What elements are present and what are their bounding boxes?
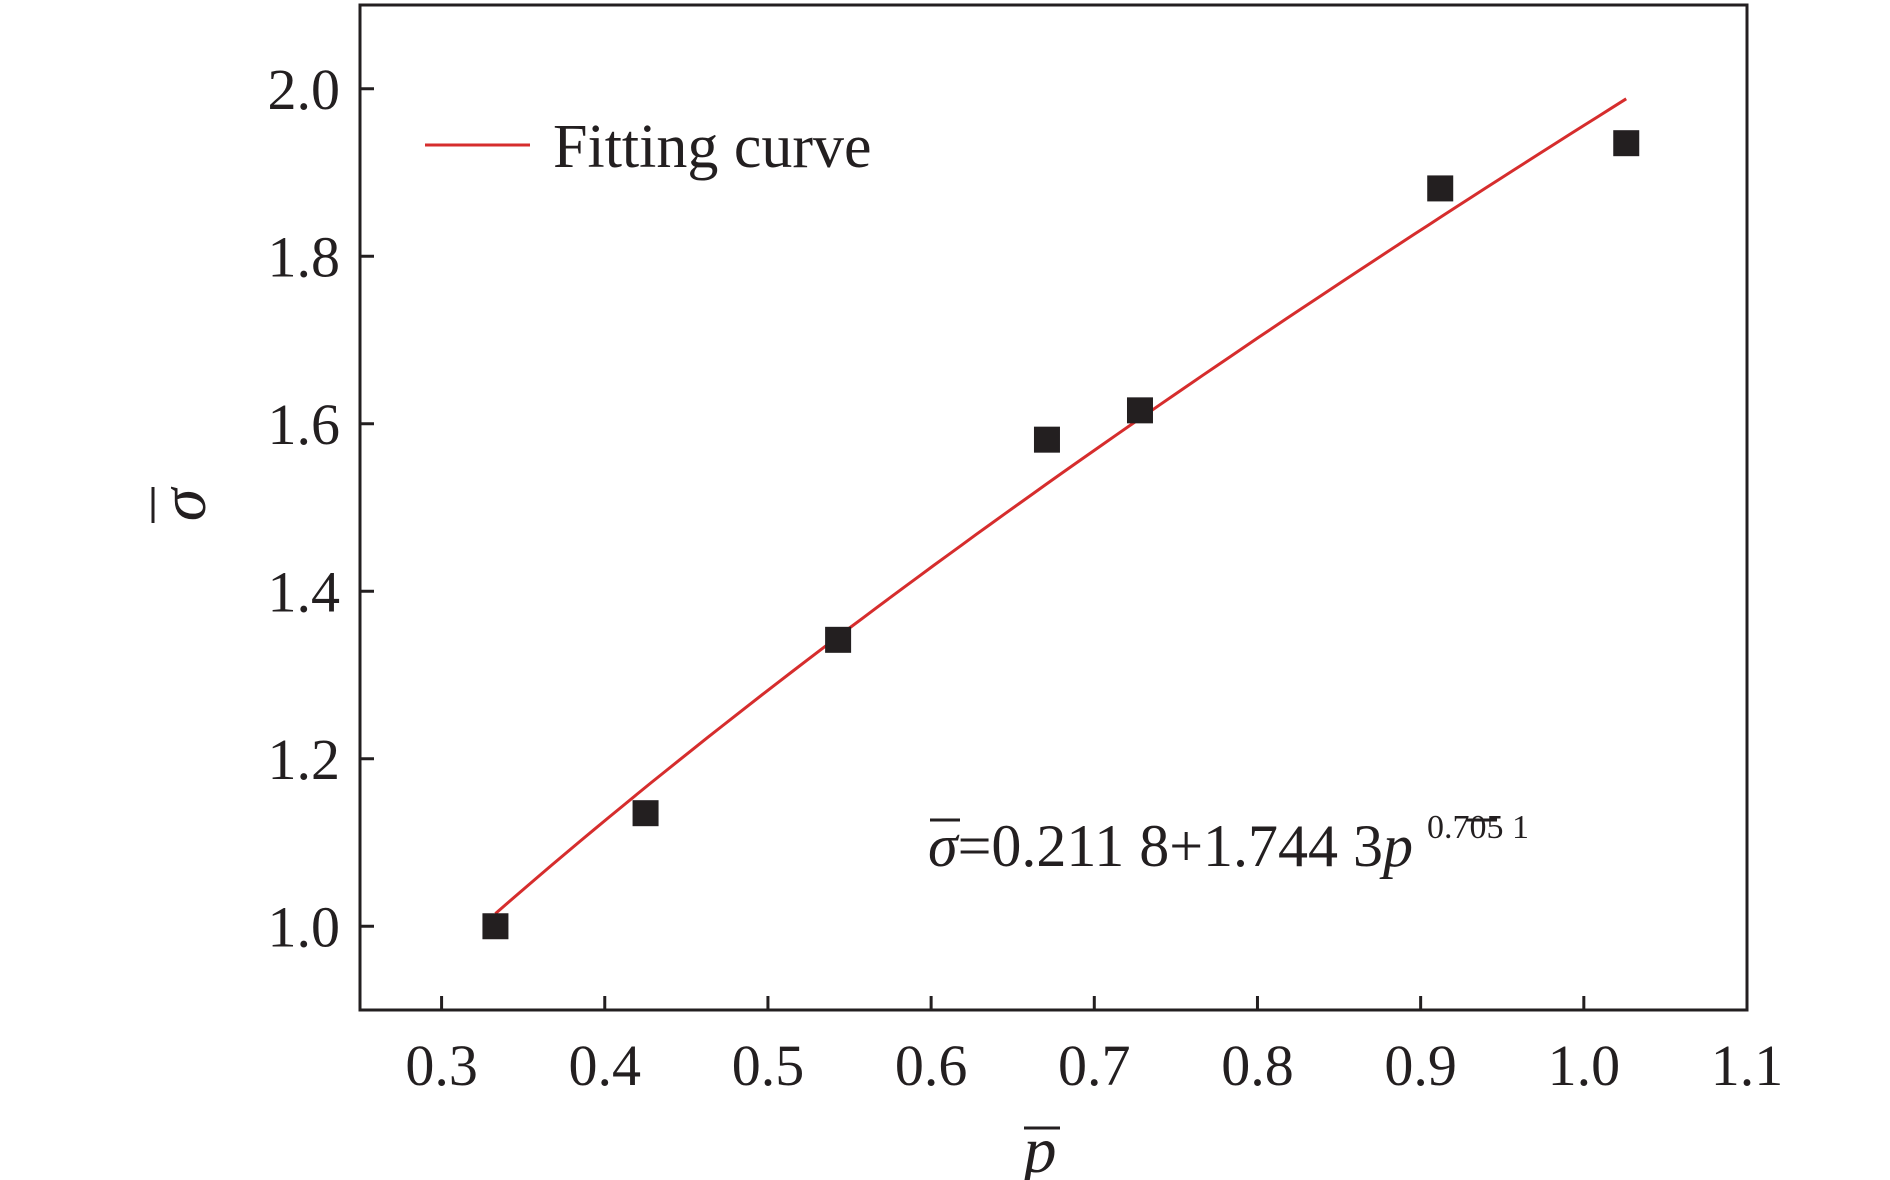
data-point [1033, 426, 1060, 453]
legend: Fitting curve [425, 113, 872, 181]
eq-exponent: 0.705 1 [1427, 809, 1529, 846]
y-tick-label: 1.4 [268, 559, 341, 624]
x-axis-title-text: p [1020, 1114, 1057, 1180]
data-point [1427, 175, 1454, 202]
eq-lhs: σ [928, 813, 960, 879]
data-point [1126, 397, 1153, 424]
fit-equation: σ=0.211 8+1.744 3p 0.705 1 [928, 809, 1529, 879]
data-point [632, 800, 659, 827]
y-tick-label: 1.2 [268, 727, 341, 792]
x-tick-label: 0.4 [569, 1033, 642, 1098]
x-tick-label: 1.0 [1548, 1033, 1621, 1098]
y-tick-label: 1.8 [268, 224, 341, 289]
x-tick-label: 0.3 [405, 1033, 478, 1098]
x-axis-ticks: 0.3 0.4 0.5 0.6 0.7 0.8 0.9 1.0 1.1 [405, 996, 1783, 1098]
y-tick-label: 1.6 [268, 392, 341, 457]
x-tick-label: 0.5 [732, 1033, 805, 1098]
x-tick-label: 1.1 [1711, 1033, 1784, 1098]
data-point [482, 913, 509, 940]
eq-variable: p [1379, 813, 1413, 879]
x-tick-label: 0.6 [895, 1033, 968, 1098]
plot-frame [358, 3, 1749, 1012]
y-axis-ticks: 1.0 1.2 1.4 1.6 1.8 2.0 [268, 57, 374, 959]
x-tick-label: 0.9 [1384, 1033, 1457, 1098]
eq-coefficients: =0.211 8+1.744 3 [958, 813, 1383, 879]
y-axis-title: σ [147, 486, 220, 523]
fitting-curve-line [494, 97, 1628, 915]
y-tick-label: 1.0 [268, 894, 341, 959]
data-points [482, 130, 1640, 940]
data-point [1613, 130, 1640, 157]
y-tick-label: 2.0 [268, 57, 341, 122]
legend-label: Fitting curve [553, 113, 872, 181]
x-axis-title: p [1020, 1114, 1060, 1180]
x-tick-label: 0.7 [1058, 1033, 1131, 1098]
data-point [825, 626, 852, 653]
x-tick-label: 0.8 [1221, 1033, 1294, 1098]
y-axis-title-text: σ [147, 486, 220, 521]
